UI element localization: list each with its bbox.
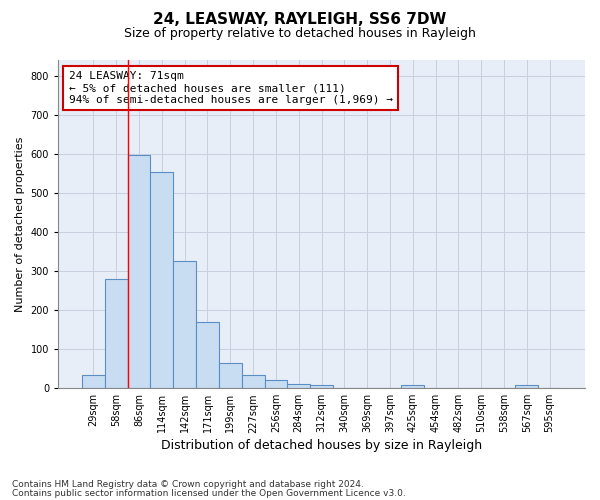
Bar [128,156,151,388]
Bar [265,380,287,388]
Y-axis label: Number of detached properties: Number of detached properties [15,136,25,312]
Text: Contains public sector information licensed under the Open Government Licence v3: Contains public sector information licen… [12,489,406,498]
Text: 24, LEASWAY, RAYLEIGH, SS6 7DW: 24, LEASWAY, RAYLEIGH, SS6 7DW [154,12,446,28]
X-axis label: Distribution of detached houses by size in Rayleigh: Distribution of detached houses by size … [161,440,482,452]
Text: 24 LEASWAY: 71sqm
← 5% of detached houses are smaller (111)
94% of semi-detached: 24 LEASWAY: 71sqm ← 5% of detached house… [68,72,392,104]
Bar [515,385,538,388]
Text: Contains HM Land Registry data © Crown copyright and database right 2024.: Contains HM Land Registry data © Crown c… [12,480,364,489]
Bar [151,172,173,388]
Bar [242,374,265,388]
Bar [287,384,310,388]
Bar [82,374,105,388]
Bar [173,261,196,388]
Bar [401,385,424,388]
Bar [105,279,128,388]
Bar [310,385,333,388]
Bar [219,363,242,388]
Bar [196,322,219,388]
Text: Size of property relative to detached houses in Rayleigh: Size of property relative to detached ho… [124,28,476,40]
